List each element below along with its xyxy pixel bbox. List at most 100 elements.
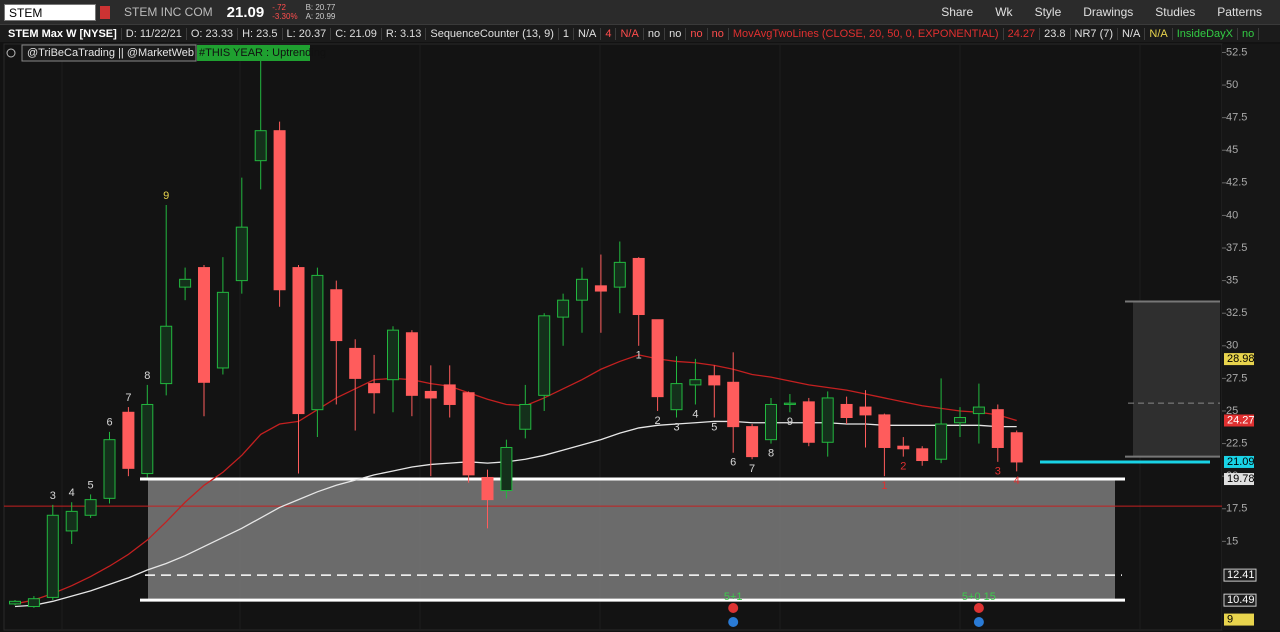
sequence-label: 4 bbox=[69, 487, 75, 499]
candle-body bbox=[141, 403, 154, 475]
change: -.72 bbox=[272, 3, 287, 12]
trend: #THIS YEAR : Uptrending bbox=[199, 47, 326, 59]
price-label-bg bbox=[1224, 613, 1254, 626]
candle-body bbox=[783, 402, 796, 405]
toolbar-button[interactable]: Drawings bbox=[1083, 5, 1134, 19]
study-item: 23.8 bbox=[1040, 27, 1071, 40]
sequence-label: 7 bbox=[125, 392, 131, 404]
candle-body bbox=[972, 406, 985, 415]
change-box: -.72 -3.30% bbox=[272, 3, 297, 21]
candle-body bbox=[254, 130, 267, 162]
sequence-label: 8 bbox=[768, 447, 774, 459]
sequence-label: 2 bbox=[655, 415, 661, 427]
moving-average bbox=[14, 354, 1017, 605]
sequence-label: 9 bbox=[787, 416, 793, 428]
study-item: no bbox=[665, 27, 687, 40]
chart-title: STEM Max W [NYSE] bbox=[4, 27, 122, 40]
study-item: MovAvgTwoLines (CLOSE, 20, 50, 0, EXPONE… bbox=[729, 27, 1004, 40]
price-label: 10.49 bbox=[1227, 594, 1255, 606]
candle-body bbox=[802, 401, 815, 443]
candle-body bbox=[859, 406, 872, 416]
event-icon bbox=[728, 603, 739, 613]
button-row: Share Wk Style Drawings Studies Patterns bbox=[919, 5, 1280, 19]
sequence-label: 1 bbox=[636, 350, 642, 362]
candle-body bbox=[405, 332, 418, 396]
candle-body bbox=[670, 383, 683, 411]
ohlc-field: L: 20.37 bbox=[283, 27, 332, 40]
study-item: N/A bbox=[574, 27, 602, 40]
price-label: 12.41 bbox=[1227, 569, 1255, 581]
study-item: N/A bbox=[1145, 27, 1173, 40]
candle-body bbox=[443, 384, 456, 405]
toolbar-button[interactable]: Studies bbox=[1155, 5, 1196, 19]
price-label-bg bbox=[1224, 455, 1254, 468]
support-zone bbox=[148, 479, 1115, 601]
candle-body bbox=[235, 226, 248, 282]
candle-body bbox=[897, 445, 910, 450]
candle-body bbox=[9, 600, 21, 605]
candle-body bbox=[689, 379, 702, 386]
toolbar-button[interactable]: Style bbox=[1034, 5, 1062, 19]
candle-body bbox=[708, 375, 721, 386]
toolbar: STEM STEM INC COM 21.09 -.72 -3.30% B: 2… bbox=[0, 0, 1280, 25]
candle-body bbox=[462, 392, 475, 476]
candle-body bbox=[46, 514, 59, 598]
candle-body bbox=[651, 319, 664, 398]
handles: @TriBeCaTrading || @MarketWeb bbox=[27, 47, 194, 59]
handles-box bbox=[21, 44, 197, 62]
candle-body bbox=[330, 289, 343, 342]
study-item: no bbox=[1238, 27, 1260, 40]
candle-body bbox=[519, 403, 532, 430]
toolbar-button[interactable]: Wk bbox=[995, 5, 1013, 19]
y-tick-label: 52.5 bbox=[1226, 46, 1247, 58]
event-label: 5+0 15 bbox=[962, 591, 996, 603]
target-box bbox=[1133, 301, 1220, 457]
sequence-label: 6 bbox=[730, 457, 736, 469]
moving-average bbox=[14, 420, 1017, 608]
price-label: 24.27 bbox=[1227, 414, 1255, 426]
candle-body bbox=[538, 315, 551, 396]
study-item: no bbox=[686, 27, 708, 40]
sequence-label: 3 bbox=[50, 490, 56, 502]
candle-body bbox=[991, 409, 1004, 448]
link-icon[interactable] bbox=[100, 5, 110, 19]
ohlc-field: O: 23.33 bbox=[187, 27, 239, 40]
price-label: 21.09 bbox=[1227, 456, 1255, 468]
toolbar-button[interactable]: Share bbox=[941, 5, 974, 19]
candle-body bbox=[387, 329, 399, 381]
bid-ask: B: 20.77 A: 20.99 bbox=[306, 3, 336, 21]
company-name: STEM INC COM bbox=[124, 5, 213, 19]
candle-body bbox=[500, 446, 513, 492]
study-item: no bbox=[708, 27, 729, 40]
price-label-bg bbox=[1224, 353, 1254, 366]
toolbar-button[interactable]: Patterns bbox=[1217, 5, 1262, 19]
y-tick-label: 17.5 bbox=[1226, 503, 1247, 515]
bid: B: 20.77 bbox=[305, 3, 336, 12]
candle-body bbox=[613, 261, 626, 288]
study-item: 1 bbox=[559, 27, 575, 40]
symbol-input[interactable]: STEM bbox=[4, 3, 96, 21]
candle-body bbox=[198, 267, 210, 383]
y-tick-label: 22.5 bbox=[1226, 437, 1247, 449]
y-tick-label: 45 bbox=[1226, 144, 1238, 156]
candle-body bbox=[349, 347, 362, 379]
sequence-label: 4 bbox=[692, 408, 698, 420]
price-label: 9 bbox=[1227, 613, 1233, 625]
study-item: 24.27 bbox=[1004, 27, 1041, 40]
candle-body bbox=[1010, 432, 1023, 463]
y-tick-label: 40 bbox=[1226, 209, 1238, 221]
candle-body bbox=[424, 390, 437, 399]
sequence-label: 5 bbox=[711, 421, 717, 433]
price-label-bg bbox=[1223, 568, 1257, 582]
candle-body bbox=[916, 448, 929, 462]
study-item: N/A bbox=[616, 27, 644, 40]
study-item: N/A bbox=[1118, 27, 1146, 40]
candle-body bbox=[954, 417, 966, 424]
event-icon bbox=[973, 617, 984, 627]
y-tick-label: 47.5 bbox=[1226, 112, 1247, 124]
settings-dot bbox=[6, 48, 16, 58]
sequence-label: 7 bbox=[749, 463, 755, 475]
last-price: 21.09 bbox=[226, 3, 265, 21]
